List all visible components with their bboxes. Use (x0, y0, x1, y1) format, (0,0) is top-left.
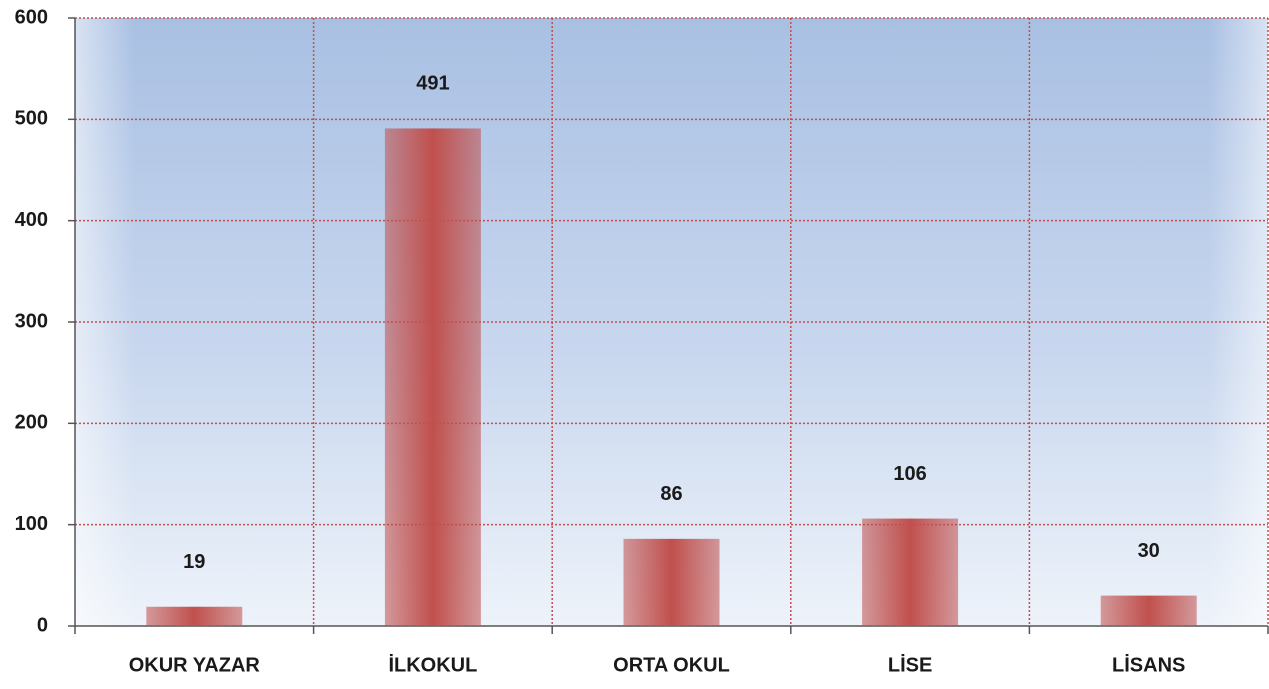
bar (1100, 595, 1197, 626)
x-tick-label: OKUR YAZAR (129, 654, 261, 676)
data-label: 30 (1138, 540, 1160, 562)
x-tick-label: İLKOKUL (388, 653, 477, 676)
bar (862, 518, 959, 626)
x-tick-label: LİSE (888, 653, 932, 676)
bar (623, 538, 720, 626)
y-tick-label: 200 (15, 412, 48, 434)
data-label: 19 (183, 551, 205, 573)
x-tick-label: ORTA OKUL (613, 654, 730, 676)
y-tick-label: 600 (15, 6, 48, 28)
data-label: 86 (660, 483, 682, 505)
x-tick-label: LİSANS (1112, 653, 1185, 676)
y-tick-label: 400 (15, 209, 48, 231)
bar (146, 606, 243, 626)
y-tick-label: 500 (15, 108, 48, 130)
data-label: 491 (416, 73, 449, 95)
y-tick-label: 100 (15, 513, 48, 535)
y-tick-label: 0 (37, 614, 48, 636)
bar (384, 128, 481, 626)
data-label: 106 (893, 463, 926, 485)
y-tick-label: 300 (15, 310, 48, 332)
